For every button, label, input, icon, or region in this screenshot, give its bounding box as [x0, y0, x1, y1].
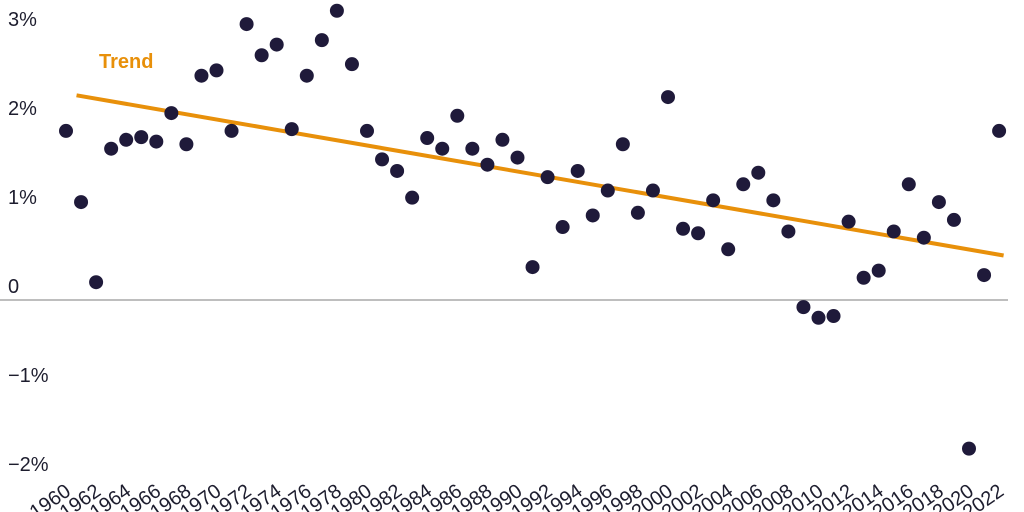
data-point [269, 37, 284, 52]
data-point [946, 212, 961, 227]
x-axis-ticks: 1960196219641966196819701972197419761978… [26, 480, 1008, 512]
data-point [405, 190, 420, 205]
data-point [209, 63, 224, 78]
data-point [962, 441, 976, 456]
y-axis-ticks: 3% 2% 1% 0 −1% −2% [8, 9, 49, 476]
data-point [495, 132, 510, 147]
data-point [706, 193, 721, 208]
data-point [916, 230, 931, 245]
data-point [615, 137, 630, 152]
data-point [992, 123, 1007, 138]
data-point [661, 90, 675, 105]
data-point [901, 177, 916, 192]
data-point [299, 68, 314, 83]
data-point [134, 130, 149, 145]
data-point [540, 170, 555, 185]
data-point [525, 260, 540, 275]
data-point [239, 17, 254, 32]
data-point [344, 57, 359, 72]
data-point [856, 270, 871, 285]
data-point [736, 177, 751, 192]
y-tick-label: −2% [8, 454, 49, 476]
y-tick-label: 0 [8, 276, 19, 298]
data-point [435, 141, 450, 156]
data-point [781, 224, 796, 239]
data-point [284, 122, 299, 137]
data-point [691, 226, 706, 241]
data-point [841, 214, 856, 229]
data-point [645, 183, 660, 198]
data-point [721, 242, 736, 257]
data-point [510, 150, 525, 165]
data-point [149, 134, 164, 149]
data-points [59, 3, 1007, 456]
data-point [600, 183, 615, 198]
data-point [450, 108, 465, 123]
data-point [886, 224, 901, 239]
data-point [465, 141, 480, 156]
data-point [194, 68, 209, 83]
trend-label: Trend [99, 51, 153, 73]
data-point [555, 220, 570, 235]
data-point [931, 195, 946, 210]
data-point [570, 163, 585, 178]
trend-line [76, 93, 1004, 258]
data-point [74, 195, 89, 210]
data-point [104, 141, 119, 156]
data-point [254, 48, 269, 63]
data-point [480, 157, 495, 172]
data-point [89, 275, 104, 290]
data-point [375, 152, 390, 167]
data-point [59, 123, 73, 138]
data-point [164, 106, 179, 121]
data-point [179, 137, 194, 152]
data-point [314, 33, 329, 48]
data-point [977, 268, 992, 283]
data-point [751, 165, 766, 180]
data-point [796, 300, 811, 315]
data-point [871, 263, 886, 278]
data-point [329, 3, 344, 18]
data-point [420, 131, 435, 146]
y-tick-label: 2% [8, 98, 37, 120]
data-point [119, 132, 134, 147]
data-point [766, 193, 781, 208]
y-tick-label: −1% [8, 365, 49, 387]
data-point [390, 163, 405, 178]
data-point [811, 310, 826, 325]
data-point [826, 309, 841, 324]
y-tick-label: 3% [8, 9, 37, 31]
data-point [676, 221, 691, 236]
data-point [224, 123, 239, 138]
data-point [585, 208, 600, 223]
y-tick-label: 1% [8, 187, 37, 209]
data-point [360, 123, 374, 138]
data-point [630, 205, 645, 220]
